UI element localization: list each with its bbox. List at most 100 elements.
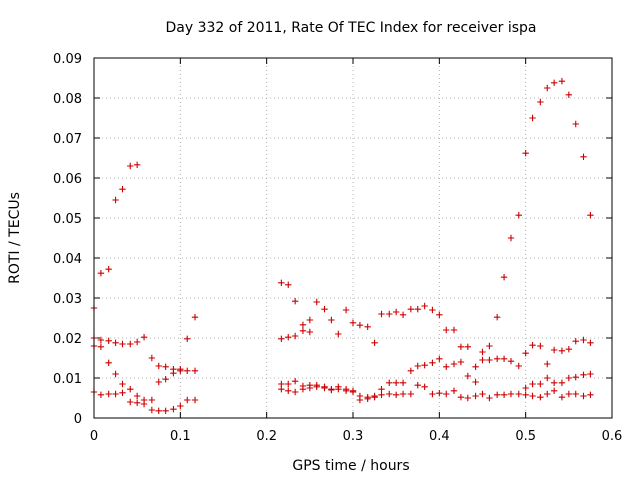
data-point [407, 390, 415, 398]
data-point [529, 392, 536, 400]
data-point [184, 396, 191, 404]
data-point [97, 391, 105, 398]
data-point [558, 347, 566, 354]
chart-title: Day 332 of 2011, Rate Of TEC Index for r… [165, 20, 536, 36]
data-point [162, 407, 169, 414]
data-point [97, 270, 105, 277]
x-tick-label: 0.3 [343, 429, 364, 444]
data-point [507, 390, 515, 398]
data-point [407, 367, 415, 374]
data-point [170, 406, 177, 413]
data-point [450, 326, 458, 334]
y-tick-label: 0.01 [53, 372, 82, 387]
data-point [429, 359, 436, 366]
data-point [399, 311, 407, 318]
data-point [436, 355, 443, 362]
data-point [580, 392, 587, 400]
data-point [119, 380, 126, 388]
y-tick-label: 0 [74, 412, 82, 427]
data-point [537, 98, 544, 106]
data-point [558, 78, 566, 85]
data-point [177, 402, 184, 410]
data-point [457, 358, 465, 366]
data-point [580, 153, 587, 160]
data-point [472, 392, 479, 400]
data-point [105, 359, 112, 366]
data-point [127, 386, 134, 393]
y-tick-label: 0.08 [53, 92, 82, 107]
data-point [472, 378, 479, 386]
data-point [105, 266, 112, 273]
data-point [133, 399, 141, 406]
data-point [587, 339, 594, 346]
x-tick-label: 0.4 [429, 429, 450, 444]
data-point [443, 326, 450, 334]
data-point [429, 306, 436, 314]
data-point [356, 392, 364, 400]
data-point [572, 120, 579, 128]
data-point [486, 342, 493, 350]
data-point [587, 370, 594, 378]
data-point [191, 314, 199, 321]
data-point [550, 346, 558, 354]
y-tick-labels: 0 0.01 0.02 0.03 0.04 0.05 0.06 0.07 0.08 0.09 [53, 52, 82, 427]
x-tick-label: 0.1 [170, 429, 191, 444]
data-point [414, 306, 421, 313]
data-point [537, 342, 544, 350]
y-tick-label: 0.09 [53, 52, 82, 67]
data-point [133, 161, 141, 168]
data-point [457, 394, 465, 401]
data-point [421, 362, 428, 369]
data-point [155, 407, 162, 414]
data-point [580, 336, 587, 344]
data-point [500, 274, 508, 281]
data-point [550, 379, 558, 386]
data-point [378, 310, 385, 318]
data-point [349, 388, 357, 396]
data-point [148, 396, 156, 404]
y-tick-label: 0.04 [53, 252, 82, 267]
data-point [522, 350, 529, 357]
data-point [191, 367, 199, 374]
data-point [443, 390, 450, 398]
data-point [342, 306, 350, 314]
x-tick-label: 0.2 [256, 429, 277, 444]
data-point [572, 374, 579, 381]
data-point [572, 338, 579, 345]
data-point [97, 336, 105, 344]
data-point [537, 380, 544, 388]
data-point [515, 212, 522, 219]
data-point [335, 330, 342, 338]
y-tick-label: 0.03 [53, 292, 82, 307]
data-point [587, 212, 594, 219]
data-point [364, 394, 371, 401]
data-point [493, 314, 501, 321]
data-point [162, 363, 169, 370]
data-point [464, 394, 472, 402]
data-point [184, 367, 191, 374]
data-point [565, 374, 573, 382]
data-point [486, 356, 493, 364]
data-point [112, 370, 119, 378]
data-point [119, 186, 126, 193]
data-point [191, 396, 199, 404]
data-point [392, 391, 400, 398]
data-point [544, 360, 551, 368]
grid-lines [94, 58, 612, 418]
data-point [457, 343, 465, 350]
data-point [399, 390, 407, 398]
data-point [133, 392, 141, 400]
data-point [500, 355, 508, 362]
data-point [112, 196, 119, 204]
data-point [127, 340, 134, 348]
data-point [558, 394, 566, 401]
data-point [127, 162, 134, 170]
data-point [529, 380, 536, 388]
data-point [306, 328, 314, 336]
data-point [472, 363, 479, 370]
data-point [321, 384, 328, 392]
data-point [493, 355, 501, 362]
data-point [479, 390, 486, 398]
y-tick-label: 0.07 [53, 132, 82, 147]
